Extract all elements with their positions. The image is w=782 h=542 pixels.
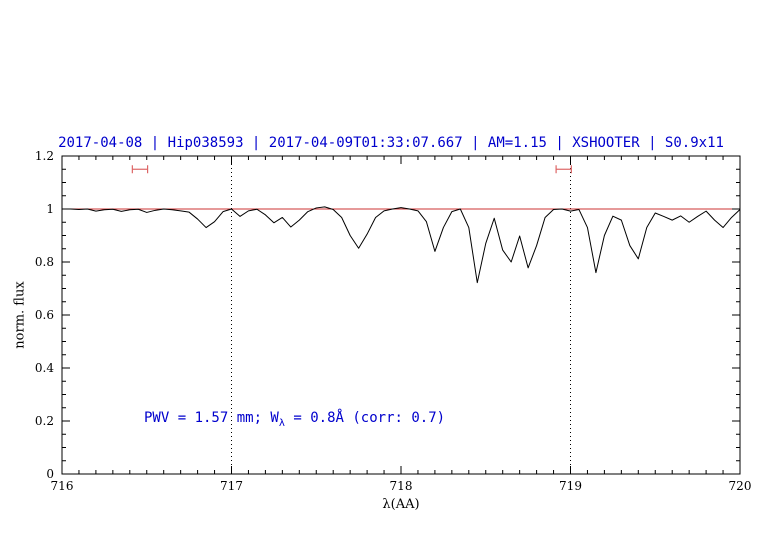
spectrum-line — [62, 206, 741, 284]
plot-title: 2017-04-08 | Hip038593 | 2017-04-09T01:3… — [58, 135, 724, 151]
x-tick-label: 716 — [51, 479, 74, 493]
y-tick-label: 0 — [46, 467, 54, 481]
pwv-annotation: PWV = 1.57 mm; Wλ = 0.8Å (corr: 0.7) — [144, 410, 445, 429]
pwv-annotation-suffix: = 0.8Å (corr: 0.7) — [284, 410, 446, 426]
x-tick-label: 719 — [559, 479, 582, 493]
y-tick-label: 0.8 — [35, 255, 54, 269]
pwv-annotation-sub: λ — [278, 417, 285, 429]
y-tick-label: 0.6 — [35, 308, 54, 322]
pwv-annotation-prefix: PWV = 1.57 mm; W — [144, 410, 279, 426]
y-axis-title: norm. flux — [12, 281, 28, 349]
y-tick-label: 0.2 — [35, 414, 54, 428]
y-tick-label: 1 — [46, 202, 54, 216]
x-tick-label: 717 — [220, 479, 243, 493]
y-tick-label: 0.4 — [35, 361, 54, 375]
y-tick-label: 1.2 — [35, 149, 54, 163]
x-axis-title: λ(AA) — [382, 497, 420, 512]
x-tick-label: 720 — [729, 479, 752, 493]
x-tick-label: 718 — [390, 479, 413, 493]
